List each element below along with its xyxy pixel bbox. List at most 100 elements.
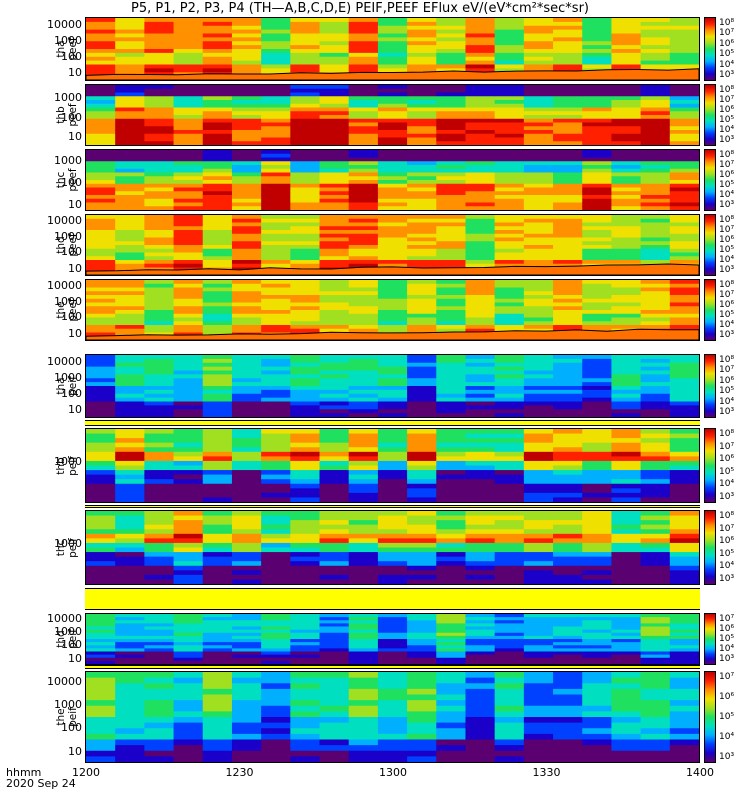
heatmap-cell xyxy=(640,85,671,90)
heatmap-cell xyxy=(348,401,379,406)
heatmap-cell xyxy=(348,215,379,220)
heatmap-cell xyxy=(173,358,204,364)
heatmap-cell xyxy=(407,397,437,403)
heatmap-cell xyxy=(86,632,116,637)
heatmap-cell xyxy=(86,442,116,448)
heatmap-cell xyxy=(144,728,175,735)
heatmap-cell xyxy=(494,447,525,453)
heatmap-cell xyxy=(640,547,671,553)
heatmap-cell xyxy=(261,397,291,403)
heatmap-cell xyxy=(494,226,525,231)
heatmap-cell xyxy=(202,465,233,471)
heatmap-cell xyxy=(553,222,583,227)
heatmap-cell xyxy=(669,355,699,360)
heatmap-cell xyxy=(407,620,437,624)
heatmap-cell xyxy=(319,206,350,210)
heatmap-cell xyxy=(553,29,583,35)
heatmap-cell xyxy=(494,68,525,73)
heatmap-cell xyxy=(407,623,437,628)
heatmap-cell xyxy=(407,728,437,735)
colorbar-tick-label: 10⁷ xyxy=(719,441,735,452)
heatmap-cell xyxy=(553,745,583,752)
heatmap-cell xyxy=(261,405,291,410)
heatmap-cell xyxy=(553,386,583,391)
heatmap-cell xyxy=(611,722,642,729)
heatmap-cell xyxy=(86,694,116,701)
heatmap-cell xyxy=(115,579,145,584)
heatmap-cell xyxy=(144,620,175,624)
heatmap-cell xyxy=(640,629,671,634)
heatmap-cell xyxy=(319,374,350,379)
heatmap-cell xyxy=(115,722,145,729)
heatmap-cell xyxy=(202,648,233,653)
heatmap-cell xyxy=(436,645,467,649)
heatmap-cell xyxy=(523,107,554,112)
heatmap-cell xyxy=(494,642,525,646)
heatmap-cell xyxy=(115,401,145,406)
heatmap-cell xyxy=(202,366,233,372)
heatmap-cell xyxy=(86,378,116,383)
heatmap-cell xyxy=(377,511,408,517)
heatmap-cell xyxy=(582,49,613,54)
heatmap-cell xyxy=(319,215,350,220)
heatmap-cell xyxy=(348,413,379,417)
heatmap-cell xyxy=(523,538,554,544)
heatmap-cell xyxy=(319,161,350,166)
heatmap-cell xyxy=(231,617,262,621)
heatmap-cell xyxy=(290,150,321,155)
heatmap-cell xyxy=(290,409,321,414)
heatmap-cell xyxy=(290,21,321,27)
heatmap-cell xyxy=(465,85,496,90)
heatmap-cell xyxy=(640,298,671,304)
heatmap-cell xyxy=(173,133,204,139)
heatmap-cell xyxy=(202,413,233,417)
heatmap-cell xyxy=(290,492,321,499)
heatmap-cell xyxy=(611,756,642,762)
heatmap-cell xyxy=(261,623,291,628)
heatmap-cell xyxy=(494,524,525,530)
heatmap-cell xyxy=(377,642,408,646)
heatmap-cell xyxy=(436,629,467,634)
heatmap-cell xyxy=(231,49,262,54)
heatmap-cell xyxy=(640,677,671,684)
heatmap-cell xyxy=(669,711,699,718)
panel-gap-strip xyxy=(85,420,700,426)
heatmap-cell xyxy=(290,68,321,73)
heatmap-cell xyxy=(669,382,699,387)
heatmap-cell xyxy=(523,362,554,368)
heatmap-cell xyxy=(144,137,175,142)
heatmap-cell xyxy=(144,429,175,435)
heatmap-cell xyxy=(202,302,233,307)
heatmap-cell xyxy=(523,222,554,227)
heatmap-cell xyxy=(290,92,321,97)
heatmap-cell xyxy=(436,677,467,684)
heatmap-cell xyxy=(290,241,321,246)
heatmap-cell xyxy=(173,130,204,135)
heatmap-cell xyxy=(144,492,175,499)
heatmap-cell xyxy=(523,470,554,476)
heatmap-cell xyxy=(202,574,233,581)
heatmap-cell xyxy=(669,222,699,227)
heatmap-cell xyxy=(553,33,583,38)
heatmap-cell xyxy=(465,672,496,679)
heatmap-cell xyxy=(582,130,613,135)
heatmap-cell xyxy=(115,64,145,69)
heatmap-cell xyxy=(494,651,525,656)
heatmap-cell xyxy=(290,310,321,315)
heatmap-cell xyxy=(86,642,116,646)
heatmap-cell xyxy=(115,33,145,38)
heatmap-cell xyxy=(231,524,262,530)
colorbar-tick-label: 10⁵ xyxy=(719,115,735,125)
heatmap-cell xyxy=(261,677,291,684)
heatmap-cell xyxy=(465,241,496,246)
heatmap-cell xyxy=(86,515,116,521)
heatmap-cell xyxy=(465,645,496,649)
heatmap-cell xyxy=(261,574,291,581)
colorbar-tick-label: 10⁷ xyxy=(719,95,735,105)
heatmap-cell xyxy=(465,442,496,448)
heatmap-cell xyxy=(144,111,175,116)
heatmap-cell xyxy=(553,465,583,471)
heatmap-cell xyxy=(173,85,204,90)
heatmap-cell xyxy=(319,126,350,131)
colorbar-tick-label: 10⁴ xyxy=(719,561,735,572)
